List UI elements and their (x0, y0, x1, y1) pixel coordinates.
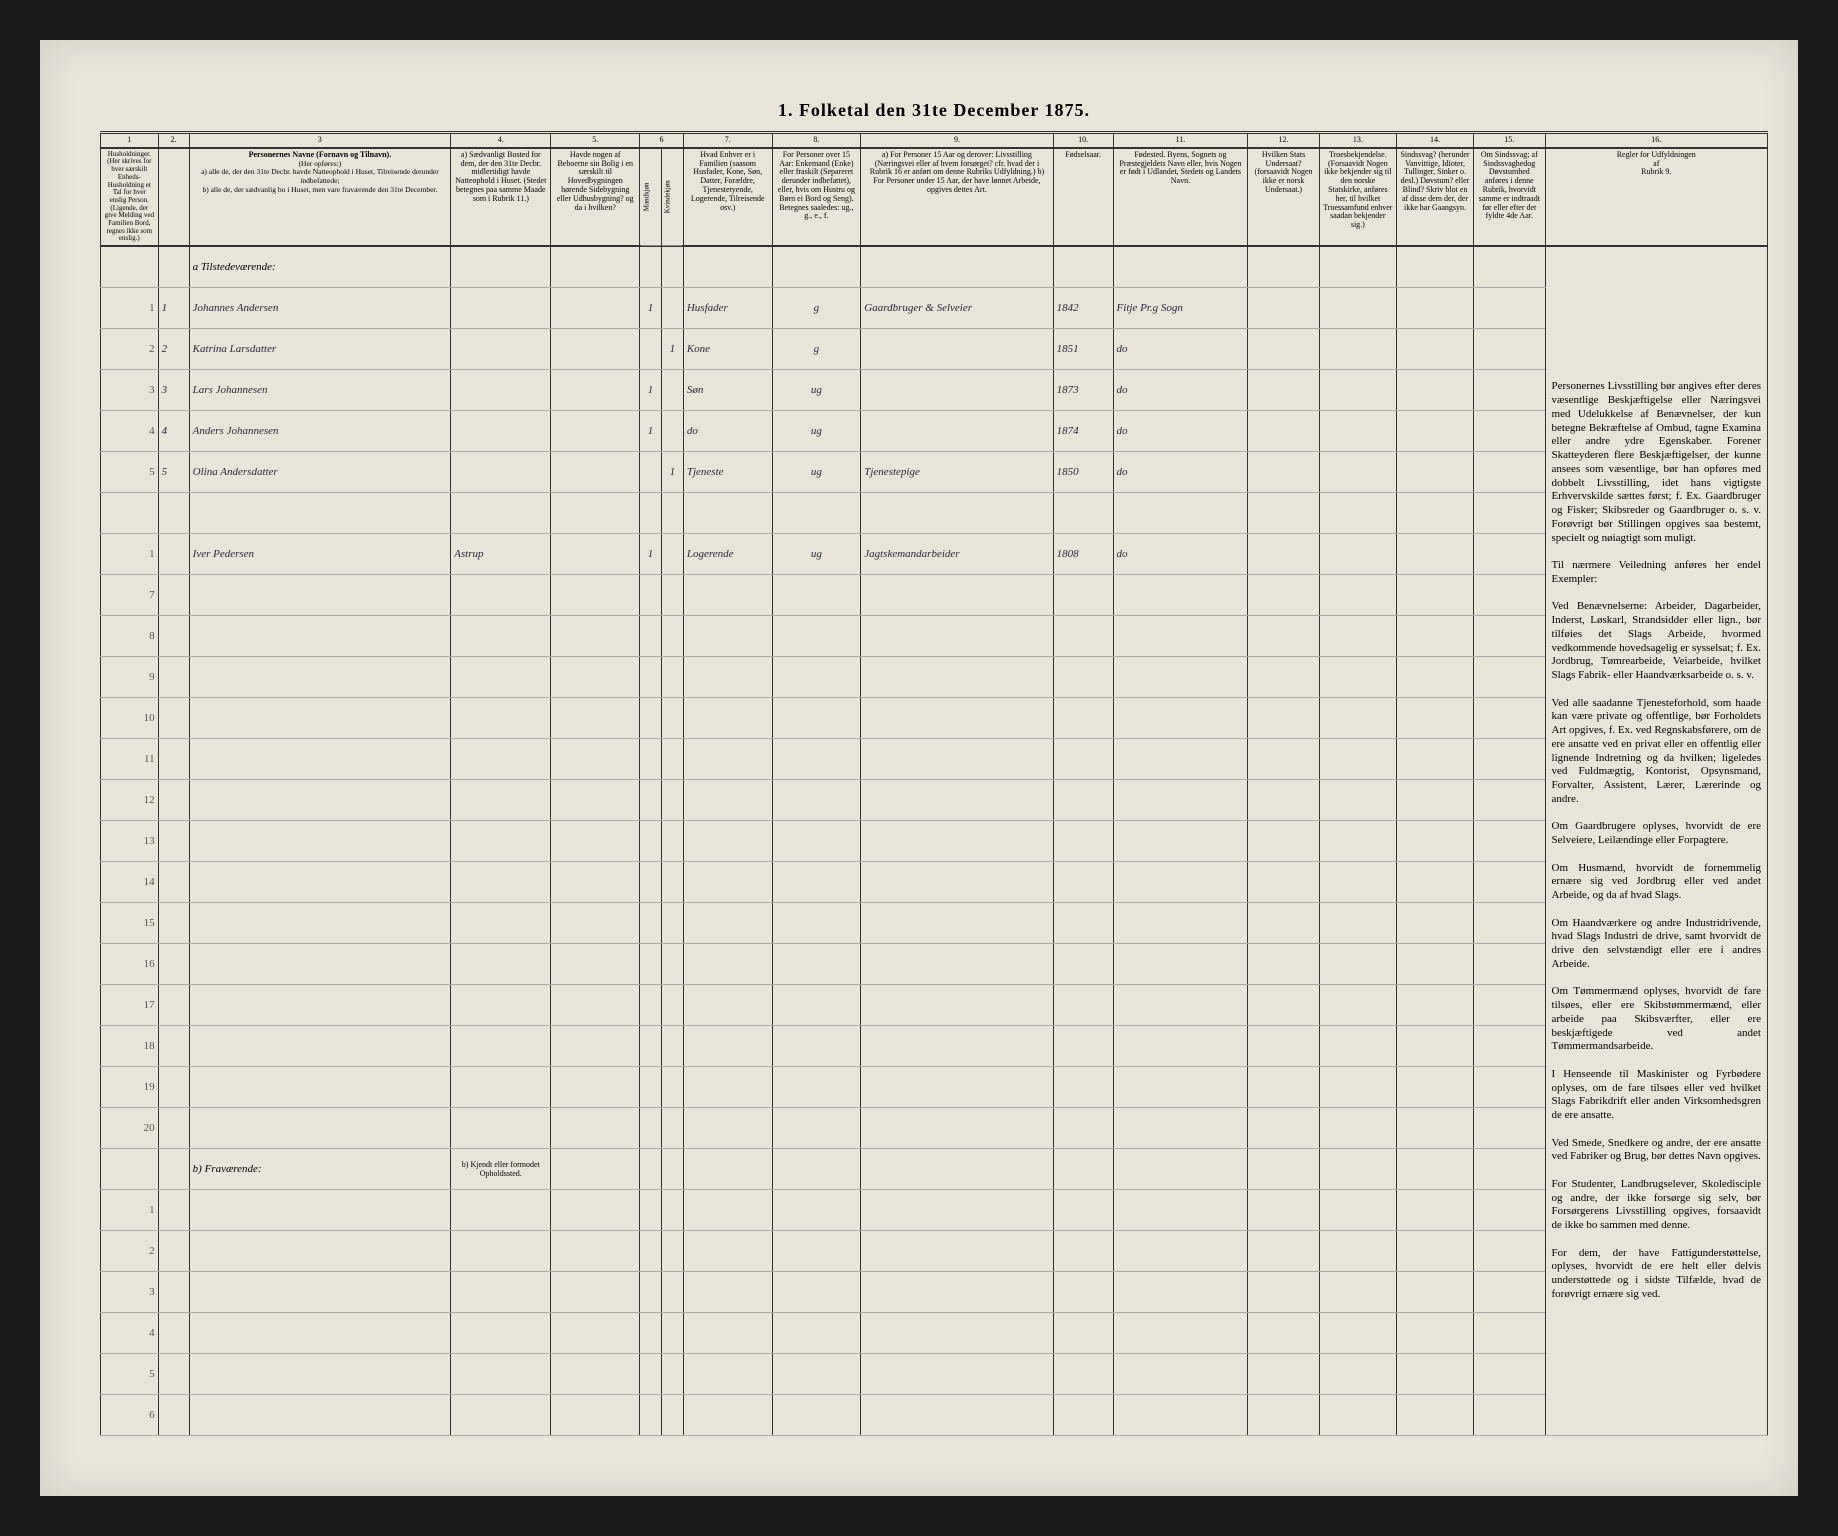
person-name: Anders Johannesen (189, 411, 451, 452)
empty-row: 15 (101, 903, 1768, 944)
empty-row: 4 (101, 1313, 1768, 1354)
person-name: Olina Andersdatter (189, 452, 451, 493)
census-row: 11Johannes Andersen1HusfadergGaardbruger… (101, 288, 1768, 329)
empty-row: 5 (101, 1354, 1768, 1395)
empty-row: 11 (101, 739, 1768, 780)
census-row: 22Katrina Larsdatter1Koneg1851do (101, 329, 1768, 370)
empty-row: 20 (101, 1108, 1768, 1149)
empty-row: 14 (101, 862, 1768, 903)
empty-row: 1 (101, 1190, 1768, 1231)
census-table: 12.34.5.67.8.9.10.11.12.13.14.15.16. Hus… (100, 131, 1768, 1436)
person-name (189, 493, 451, 534)
empty-row: 8 (101, 616, 1768, 657)
person-name: Lars Johannesen (189, 370, 451, 411)
rules-text: Personernes Livsstilling bør angives eft… (1545, 246, 1767, 1436)
person-name: Johannes Andersen (189, 288, 451, 329)
person-name: Katrina Larsdatter (189, 329, 451, 370)
empty-row: 17 (101, 985, 1768, 1026)
census-row: 33Lars Johannesen1Sønug1873do (101, 370, 1768, 411)
empty-row: 19 (101, 1067, 1768, 1108)
empty-row: 3 (101, 1272, 1768, 1313)
section-b-label: b) Fraværende: (189, 1149, 451, 1190)
page-title: 1. Folketal den 31te December 1875. (100, 100, 1768, 121)
empty-row: 2 (101, 1231, 1768, 1272)
census-row (101, 493, 1768, 534)
empty-row: 9 (101, 657, 1768, 698)
section-a-label: a Tilstedeværende: (189, 246, 451, 288)
empty-row: 18 (101, 1026, 1768, 1067)
empty-row: 6 (101, 1395, 1768, 1436)
person-name: Iver Pedersen (189, 534, 451, 575)
empty-row: 13 (101, 821, 1768, 862)
census-row: 55Olina Andersdatter1TjenesteugTjenestep… (101, 452, 1768, 493)
census-page: 1. Folketal den 31te December 1875. 12.3… (40, 40, 1798, 1496)
empty-row: 16 (101, 944, 1768, 985)
empty-row: 12 (101, 780, 1768, 821)
empty-row: 10 (101, 698, 1768, 739)
census-row: 44Anders Johannesen1doug1874do (101, 411, 1768, 452)
empty-row: 7 (101, 575, 1768, 616)
census-row: 1Iver PedersenAstrup1LogerendeugJagtskem… (101, 534, 1768, 575)
